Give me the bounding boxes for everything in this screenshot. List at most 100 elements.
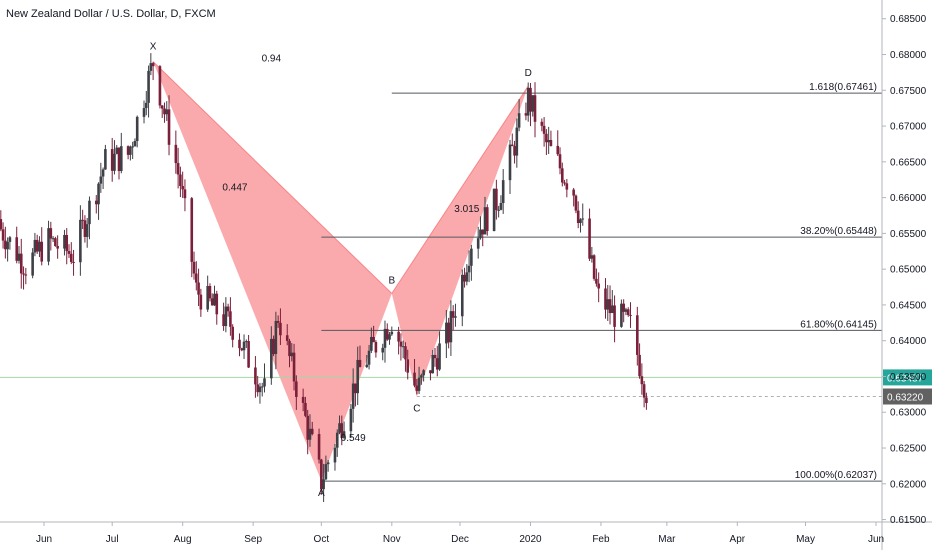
candle-down[interactable]	[451, 311, 455, 318]
candle-down[interactable]	[572, 189, 575, 196]
candle-down[interactable]	[288, 340, 291, 357]
candle-up[interactable]	[17, 253, 21, 261]
candle-down[interactable]	[540, 121, 544, 126]
candle-up[interactable]	[606, 299, 610, 310]
candle-up[interactable]	[99, 176, 103, 184]
candle-up[interactable]	[260, 386, 264, 388]
candle-down[interactable]	[433, 354, 437, 359]
candle-down[interactable]	[354, 383, 357, 394]
candle-down[interactable]	[574, 195, 578, 211]
candle-down[interactable]	[301, 396, 305, 403]
candle-down[interactable]	[65, 234, 69, 252]
candle-down[interactable]	[110, 149, 114, 171]
candle-down[interactable]	[208, 286, 212, 299]
candle-down[interactable]	[510, 144, 514, 147]
candle-down[interactable]	[15, 237, 19, 261]
candle-down[interactable]	[481, 229, 485, 235]
candle-up[interactable]	[8, 237, 12, 242]
candle-up[interactable]	[401, 346, 405, 348]
candle-up[interactable]	[351, 383, 355, 409]
candle-down[interactable]	[340, 423, 344, 438]
candle-down[interactable]	[636, 315, 639, 355]
candle-up[interactable]	[492, 188, 496, 232]
candle-down[interactable]	[576, 210, 580, 224]
candle-down[interactable]	[524, 113, 528, 116]
candle-down[interactable]	[1, 229, 5, 241]
candle-up[interactable]	[85, 224, 89, 237]
candle-down[interactable]	[256, 384, 259, 393]
candle-up[interactable]	[144, 102, 148, 109]
candle-down[interactable]	[4, 240, 7, 250]
candle-down[interactable]	[435, 358, 439, 370]
candle-up[interactable]	[31, 252, 34, 276]
candle-up[interactable]	[115, 147, 119, 154]
candle-up[interactable]	[326, 462, 330, 465]
candle-up[interactable]	[213, 293, 216, 306]
candle-up[interactable]	[147, 70, 150, 103]
candle-up[interactable]	[465, 272, 469, 282]
candle-down[interactable]	[638, 354, 641, 377]
candle-up[interactable]	[367, 350, 371, 365]
candle-up[interactable]	[47, 228, 50, 262]
candle-down[interactable]	[195, 273, 198, 283]
candle-down[interactable]	[0, 219, 3, 230]
candle-up[interactable]	[6, 241, 9, 250]
candle-up[interactable]	[388, 334, 391, 340]
candle-up[interactable]	[422, 370, 425, 376]
candle-down[interactable]	[549, 140, 553, 146]
candle-down[interactable]	[126, 146, 130, 155]
candle-down[interactable]	[158, 66, 162, 106]
candle-down[interactable]	[640, 376, 644, 385]
candle-up[interactable]	[497, 209, 500, 211]
candle-down[interactable]	[19, 253, 23, 274]
candle-down[interactable]	[613, 305, 616, 327]
candle-up[interactable]	[449, 311, 453, 343]
candle-down[interactable]	[67, 251, 71, 254]
candle-down[interactable]	[279, 322, 282, 336]
candle-down[interactable]	[429, 370, 432, 374]
candle-down[interactable]	[199, 294, 203, 310]
candle-down[interactable]	[545, 133, 548, 143]
candle-up[interactable]	[342, 431, 346, 438]
candle-down[interactable]	[385, 328, 389, 340]
candle-up[interactable]	[245, 341, 248, 343]
candle-down[interactable]	[35, 239, 39, 252]
candle-down[interactable]	[626, 309, 630, 315]
candle-up[interactable]	[129, 146, 132, 155]
candle-up[interactable]	[581, 218, 585, 220]
candle-down[interactable]	[160, 105, 164, 109]
candle-up[interactable]	[131, 146, 134, 148]
candle-up[interactable]	[470, 248, 473, 266]
candle-down[interactable]	[642, 384, 646, 398]
candle-up[interactable]	[508, 144, 512, 181]
candle-down[interactable]	[94, 200, 98, 205]
candle-down[interactable]	[592, 255, 596, 279]
candle-down[interactable]	[254, 367, 257, 385]
candle-down[interactable]	[229, 311, 232, 327]
candle-up[interactable]	[104, 149, 107, 170]
candle-up[interactable]	[590, 255, 594, 259]
candle-up[interactable]	[97, 183, 100, 205]
candle-up[interactable]	[515, 127, 519, 156]
candle-down[interactable]	[72, 262, 75, 264]
candle-down[interactable]	[163, 108, 166, 115]
candle-down[interactable]	[622, 303, 625, 312]
candle-up[interactable]	[149, 63, 153, 71]
candle-up[interactable]	[324, 464, 328, 480]
candle-down[interactable]	[285, 335, 289, 341]
candle-down[interactable]	[413, 372, 416, 386]
candle-down[interactable]	[176, 163, 180, 175]
candle-down[interactable]	[404, 346, 407, 360]
candle-up[interactable]	[483, 207, 487, 235]
candle-down[interactable]	[238, 339, 241, 349]
candle-up[interactable]	[133, 141, 137, 147]
candle-up[interactable]	[63, 234, 66, 249]
candle-up[interactable]	[79, 219, 82, 263]
candle-down[interactable]	[247, 341, 250, 368]
candle-up[interactable]	[51, 238, 55, 240]
candle-up[interactable]	[383, 328, 387, 348]
candle-up[interactable]	[381, 347, 385, 353]
candle-down[interactable]	[276, 320, 280, 323]
candle-up[interactable]	[119, 146, 123, 172]
